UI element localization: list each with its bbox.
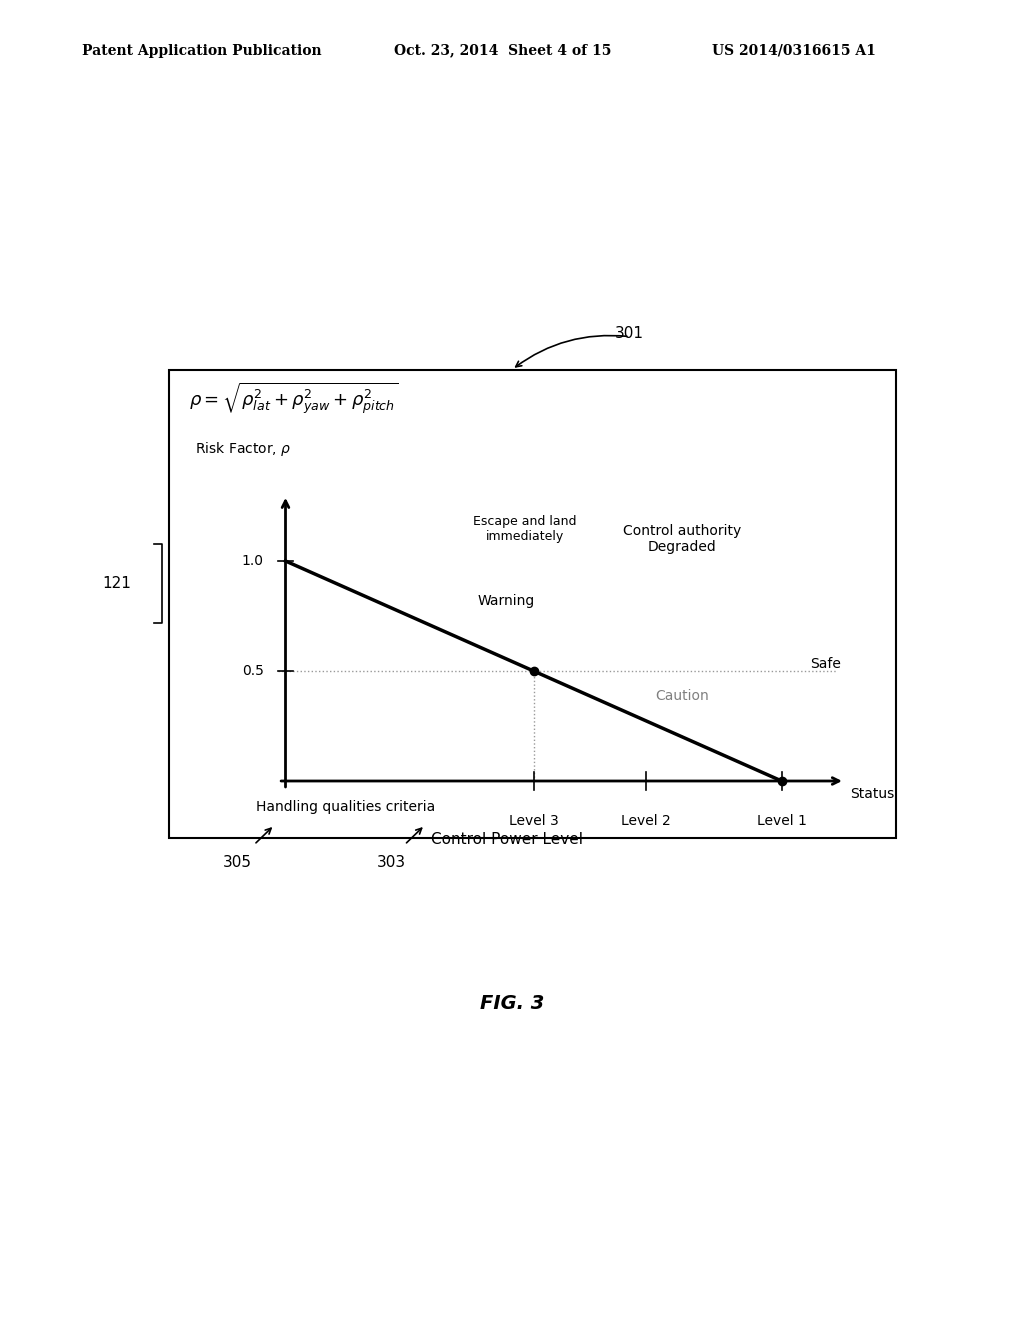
- Text: Control Power Level: Control Power Level: [431, 832, 583, 846]
- Text: Patent Application Publication: Patent Application Publication: [82, 44, 322, 58]
- Text: Level 1: Level 1: [757, 814, 807, 828]
- Text: $\rho = \sqrt{\rho_{lat}^2 + \rho_{yaw}^2 + \rho_{pitch}^2}$: $\rho = \sqrt{\rho_{lat}^2 + \rho_{yaw}^…: [189, 380, 399, 416]
- Text: 305: 305: [223, 855, 252, 870]
- Text: Level 3: Level 3: [509, 814, 558, 828]
- Text: Caution: Caution: [655, 689, 710, 702]
- Text: Warning: Warning: [478, 594, 536, 607]
- Text: Control authority
Degraded: Control authority Degraded: [624, 524, 741, 554]
- Text: US 2014/0316615 A1: US 2014/0316615 A1: [712, 44, 876, 58]
- Text: Safe: Safe: [810, 657, 841, 671]
- Text: Level 2: Level 2: [622, 814, 671, 828]
- Text: 301: 301: [614, 326, 643, 341]
- Text: 1.0: 1.0: [242, 554, 264, 568]
- Text: Escape and land
immediately: Escape and land immediately: [473, 515, 577, 544]
- Text: 303: 303: [377, 855, 406, 870]
- Text: Status: Status: [850, 787, 894, 801]
- Text: Risk Factor, $\rho$: Risk Factor, $\rho$: [195, 440, 291, 458]
- Text: 121: 121: [102, 576, 131, 591]
- Text: 0.5: 0.5: [242, 664, 264, 678]
- Text: FIG. 3: FIG. 3: [480, 994, 544, 1012]
- Text: Handling qualities criteria: Handling qualities criteria: [256, 800, 435, 814]
- Text: Oct. 23, 2014  Sheet 4 of 15: Oct. 23, 2014 Sheet 4 of 15: [394, 44, 611, 58]
